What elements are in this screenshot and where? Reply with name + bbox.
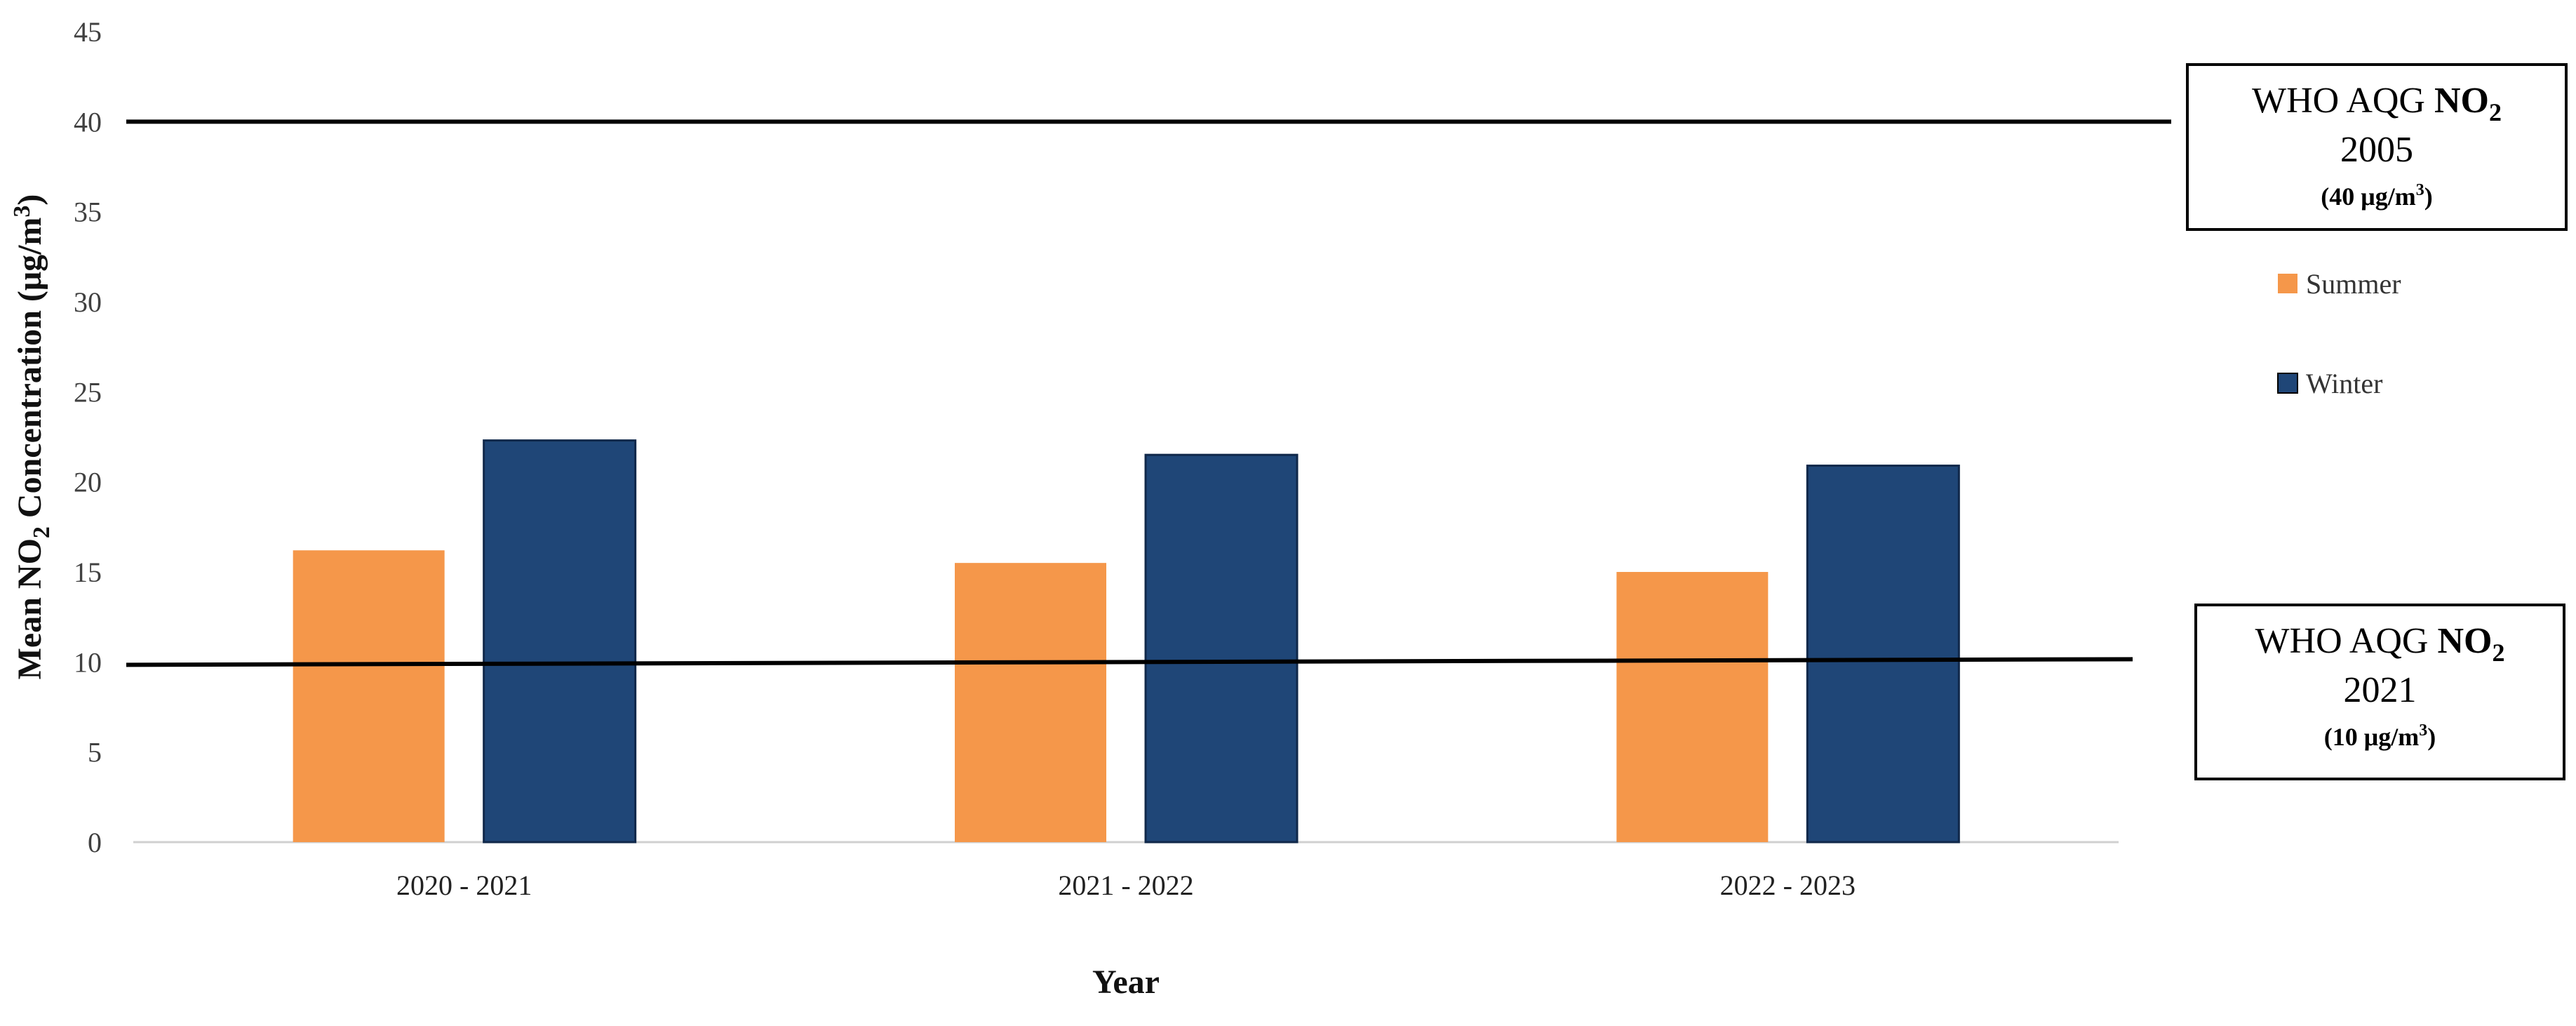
legend-swatch xyxy=(2278,274,2297,293)
y-tick-label: 15 xyxy=(74,557,102,588)
y-tick-label: 25 xyxy=(74,376,102,408)
legend-item-winter: Winter xyxy=(2277,368,2382,399)
who-label-year: 2005 xyxy=(2340,130,2413,170)
who-label-value: (40 μg/m3) xyxy=(2321,181,2432,211)
label-box-border xyxy=(2186,63,2568,231)
legend: Summer Winter xyxy=(2277,268,2401,399)
who-value-sup: 3 xyxy=(2419,721,2427,740)
who-label-no: NO xyxy=(2437,621,2492,661)
bars xyxy=(293,439,1960,844)
y-tick-label: 30 xyxy=(74,286,102,318)
bar-summer-1 xyxy=(293,550,445,842)
x-tick-label: 2020 - 2021 xyxy=(396,870,532,901)
who-label-main: WHO AQG xyxy=(2252,81,2434,121)
x-tick-label: 2021 - 2022 xyxy=(1058,870,1193,901)
y-tick-label: 35 xyxy=(74,196,102,228)
bar-winter-3 xyxy=(1806,465,1960,844)
who-label-main: WHO AQG xyxy=(2255,621,2438,661)
bar-winter-1 xyxy=(483,439,637,844)
y-axis-title-superscript: 3 xyxy=(9,206,35,218)
y-tick-label: 20 xyxy=(74,467,102,498)
bar-summer-3 xyxy=(1616,572,1769,842)
x-tick-label: 2022 - 2023 xyxy=(1720,870,1856,901)
who-label-title: WHO AQG NO2 xyxy=(2255,621,2505,667)
label-box-border xyxy=(2194,604,2565,780)
legend-swatch xyxy=(2277,373,2298,394)
y-tick-label: 5 xyxy=(88,737,102,768)
y-tick-label: 45 xyxy=(74,16,102,48)
bar-winter-2 xyxy=(1144,453,1299,844)
y-axis-title-prefix: Mean NO xyxy=(11,538,48,679)
who-value-pre: (10 μg/m xyxy=(2324,723,2419,751)
x-axis-title: Year xyxy=(1092,964,1160,1001)
y-tick-label: 0 xyxy=(88,827,102,858)
who-label-sub: 2 xyxy=(2492,639,2504,667)
who-reference-line-2021 xyxy=(126,657,2133,667)
who-value-post: ) xyxy=(2424,182,2433,211)
who-value-pre: (40 μg/m xyxy=(2321,182,2415,211)
who-label-value: (10 μg/m3) xyxy=(2324,721,2436,751)
y-axis-ticks: 0 5 10 15 20 25 30 35 40 45 xyxy=(74,16,102,858)
who-value-post: ) xyxy=(2427,723,2436,751)
legend-label: Winter xyxy=(2306,368,2382,399)
y-tick-label: 10 xyxy=(74,646,102,678)
who-label-year: 2021 xyxy=(2344,670,2417,710)
y-axis-title: Mean NO2 Concentration (μg/m3) xyxy=(9,194,55,680)
reference-lines xyxy=(126,119,2171,667)
bar-summer-2 xyxy=(955,563,1106,842)
who-value-sup: 3 xyxy=(2416,181,2424,199)
y-axis-title-subscript: 2 xyxy=(29,526,55,538)
x-axis-ticks: 2020 - 2021 2021 - 2022 2022 - 2023 xyxy=(396,870,1856,901)
legend-item-summer: Summer xyxy=(2278,268,2401,300)
who-label-title: WHO AQG NO2 xyxy=(2252,81,2502,126)
legend-label: Summer xyxy=(2306,268,2401,300)
y-axis-title-suffix: ) xyxy=(11,194,48,206)
who-label-sub: 2 xyxy=(2489,98,2502,126)
who-label-no: NO xyxy=(2434,81,2489,121)
y-axis-title-mid: Concentration (μg/m xyxy=(11,218,48,527)
y-tick-label: 40 xyxy=(74,106,102,138)
